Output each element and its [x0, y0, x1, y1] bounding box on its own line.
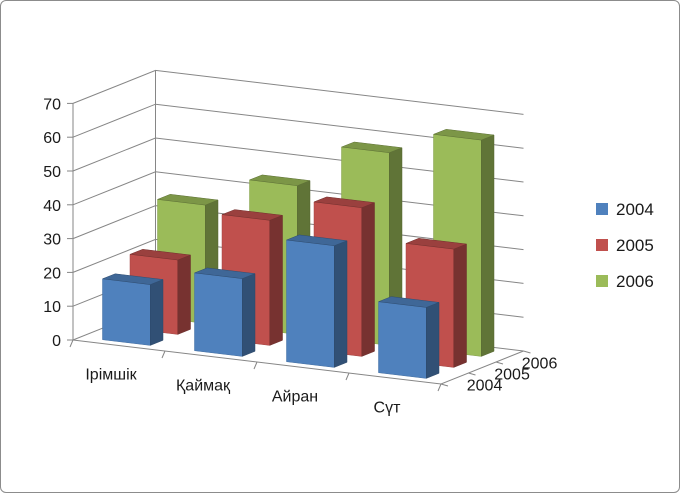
legend-label-2004: 2004	[616, 200, 654, 219]
y-tick-label: 30	[43, 232, 61, 249]
x-tick	[437, 383, 442, 392]
x-tick	[345, 372, 350, 381]
y-tick-label: 60	[43, 130, 61, 147]
x-tick	[161, 350, 166, 359]
category-label: Айран	[272, 389, 318, 406]
legend-label-2006: 2006	[616, 272, 654, 291]
depth-tick	[440, 383, 449, 387]
y-tick-label: 70	[43, 96, 61, 113]
legend-swatch-2005	[596, 239, 608, 251]
depth-label: 2006	[522, 356, 558, 373]
depth-label: 2005	[494, 367, 530, 384]
y-tick-label: 20	[43, 265, 61, 282]
depth-tick	[495, 361, 504, 365]
y-tick-label: 0	[52, 333, 61, 350]
category-label: Сүт	[374, 400, 402, 417]
depth-tick	[523, 350, 531, 354]
bar-2004-0	[102, 273, 164, 346]
bar-2004-1	[194, 267, 256, 357]
y-tick-label: 50	[43, 164, 61, 181]
bar-2004-3	[378, 296, 440, 379]
category-label: Қаймақ	[176, 378, 231, 395]
x-tick	[69, 339, 74, 348]
legend-label-2005: 2005	[616, 236, 654, 255]
category-label: Ірімшік	[85, 367, 137, 384]
depth-label: 2004	[467, 378, 503, 395]
depth-tick	[468, 372, 476, 376]
y-tick-label: 10	[43, 299, 61, 316]
bar-2004-2	[286, 234, 348, 368]
legend-swatch-2004	[596, 203, 608, 215]
x-tick	[253, 361, 258, 370]
y-tick-label: 40	[43, 198, 61, 215]
legend-swatch-2006	[596, 275, 608, 287]
